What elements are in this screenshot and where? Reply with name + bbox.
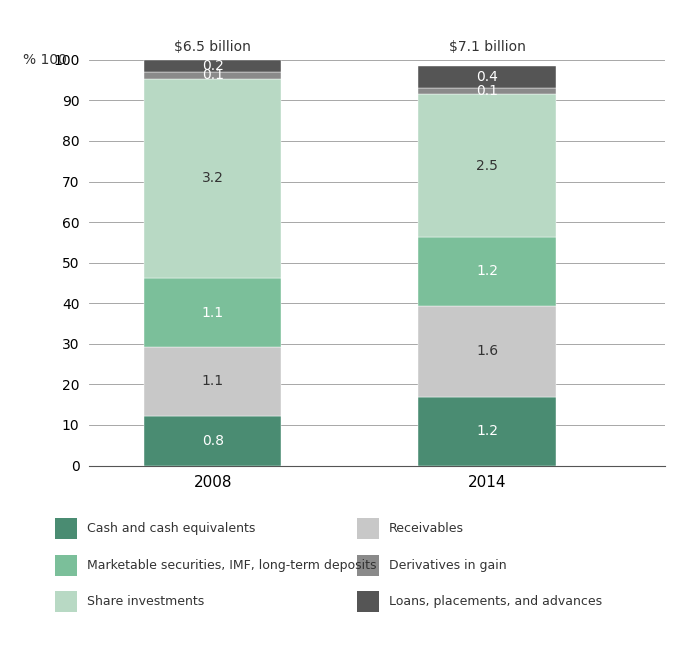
Bar <box>418 397 556 466</box>
Text: 0.8: 0.8 <box>202 434 224 448</box>
Text: Cash and cash equivalents: Cash and cash equivalents <box>87 522 255 535</box>
Text: 1.1: 1.1 <box>202 306 224 320</box>
Text: Share investments: Share investments <box>87 595 204 608</box>
Bar <box>144 78 281 278</box>
Bar <box>144 347 281 416</box>
Bar <box>418 88 556 94</box>
Text: Marketable securities, IMF, long-term deposits: Marketable securities, IMF, long-term de… <box>87 559 377 572</box>
Text: 1.6: 1.6 <box>476 344 498 358</box>
Text: 0.2: 0.2 <box>202 59 224 73</box>
Bar <box>144 72 281 78</box>
Text: 0.1: 0.1 <box>202 68 224 82</box>
Bar <box>418 237 556 305</box>
Text: 1.2: 1.2 <box>476 424 498 438</box>
Text: $6.5 billion: $6.5 billion <box>174 40 251 54</box>
Bar <box>144 60 281 72</box>
Bar <box>418 305 556 397</box>
Text: Derivatives in gain: Derivatives in gain <box>389 559 506 572</box>
Text: 0.1: 0.1 <box>476 84 498 98</box>
Text: $7.1 billion: $7.1 billion <box>449 40 525 54</box>
Text: Loans, placements, and advances: Loans, placements, and advances <box>389 595 602 608</box>
Bar <box>144 278 281 347</box>
Text: 2.5: 2.5 <box>476 158 498 172</box>
Bar <box>144 416 281 466</box>
Text: % 100: % 100 <box>23 53 67 67</box>
Bar <box>418 66 556 88</box>
Text: 1.1: 1.1 <box>202 374 224 388</box>
Text: Receivables: Receivables <box>389 522 464 535</box>
Text: 0.4: 0.4 <box>476 70 498 84</box>
Bar <box>418 94 556 237</box>
Text: 1.2: 1.2 <box>476 264 498 278</box>
Text: 3.2: 3.2 <box>202 172 224 186</box>
